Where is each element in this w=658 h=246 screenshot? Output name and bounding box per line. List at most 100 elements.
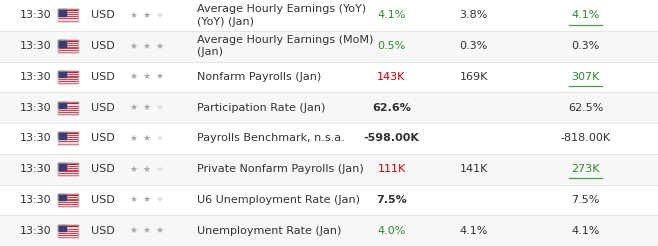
Bar: [58, 225, 78, 237]
Bar: [58, 172, 78, 173]
Text: 13:30: 13:30: [20, 41, 51, 51]
Text: USD: USD: [91, 133, 114, 143]
Text: -598.00K: -598.00K: [364, 133, 419, 143]
Bar: [58, 18, 78, 19]
Text: Participation Rate (Jan): Participation Rate (Jan): [197, 103, 326, 113]
Bar: [58, 198, 78, 199]
Bar: [58, 82, 78, 83]
Text: 13:30: 13:30: [20, 72, 51, 82]
Text: 13:30: 13:30: [20, 103, 51, 113]
Bar: [58, 102, 78, 103]
Bar: [58, 13, 78, 14]
Text: 62.5%: 62.5%: [568, 103, 603, 113]
Bar: [58, 197, 78, 198]
Text: 4.0%: 4.0%: [377, 226, 406, 236]
Text: ★: ★: [129, 226, 137, 235]
Bar: [58, 203, 78, 204]
Bar: [58, 106, 78, 107]
Text: 4.1%: 4.1%: [377, 10, 406, 20]
Text: 13:30: 13:30: [20, 164, 51, 174]
Text: Private Nonfarm Payrolls (Jan): Private Nonfarm Payrolls (Jan): [197, 164, 364, 174]
Text: ★: ★: [129, 11, 137, 20]
Bar: [58, 135, 78, 136]
Bar: [58, 137, 78, 138]
Bar: [58, 205, 78, 206]
Bar: [58, 78, 78, 79]
Bar: [58, 16, 78, 17]
Bar: [58, 232, 78, 233]
Bar: [58, 194, 78, 206]
Bar: [58, 104, 78, 105]
Bar: [58, 143, 78, 144]
Text: ★: ★: [129, 134, 137, 143]
Text: 4.1%: 4.1%: [459, 226, 488, 236]
Bar: [58, 41, 78, 42]
Bar: [58, 15, 78, 16]
Text: ★: ★: [129, 42, 137, 51]
Bar: [58, 133, 78, 134]
Text: 13:30: 13:30: [20, 226, 51, 236]
Text: ★: ★: [155, 134, 163, 143]
Text: ★: ★: [155, 226, 163, 235]
Bar: [58, 46, 78, 47]
Bar: [58, 227, 78, 228]
Text: ★: ★: [155, 165, 163, 174]
Bar: [58, 230, 78, 231]
Text: 13:30: 13:30: [20, 10, 51, 20]
Text: Payrolls Benchmark, n.s.a.: Payrolls Benchmark, n.s.a.: [197, 133, 345, 143]
Text: 7.5%: 7.5%: [376, 195, 407, 205]
Bar: [58, 48, 78, 49]
Bar: [58, 50, 78, 51]
Bar: [0, 92, 658, 123]
Text: ★: ★: [142, 11, 150, 20]
Bar: [58, 167, 78, 168]
Bar: [58, 164, 78, 165]
Bar: [58, 132, 78, 133]
Bar: [58, 170, 78, 171]
Bar: [58, 76, 78, 77]
Text: USD: USD: [91, 103, 114, 113]
Bar: [58, 234, 78, 235]
Bar: [58, 201, 78, 202]
Text: USD: USD: [91, 10, 114, 20]
Bar: [58, 73, 78, 74]
Text: USD: USD: [91, 226, 114, 236]
Bar: [58, 47, 78, 48]
Bar: [58, 43, 78, 44]
Text: USD: USD: [91, 72, 114, 82]
Text: Unemployment Rate (Jan): Unemployment Rate (Jan): [197, 226, 342, 236]
Bar: [58, 45, 78, 46]
Bar: [58, 111, 78, 112]
Bar: [58, 42, 78, 43]
Text: Average Hourly Earnings (YoY)
(YoY) (Jan): Average Hourly Earnings (YoY) (YoY) (Jan…: [197, 4, 367, 27]
Bar: [58, 134, 78, 135]
Bar: [58, 44, 78, 45]
Text: ★: ★: [129, 72, 137, 81]
Bar: [58, 80, 78, 81]
Bar: [58, 40, 78, 41]
Bar: [58, 132, 78, 144]
Bar: [58, 19, 78, 20]
Bar: [0, 123, 658, 154]
Text: 13:30: 13:30: [20, 195, 51, 205]
Text: 0.3%: 0.3%: [460, 41, 488, 51]
Bar: [58, 12, 78, 13]
Bar: [58, 74, 78, 75]
Bar: [58, 202, 78, 203]
Text: ★: ★: [142, 165, 150, 174]
Text: 143K: 143K: [377, 72, 406, 82]
Bar: [58, 168, 78, 169]
Bar: [58, 225, 78, 226]
Bar: [58, 17, 78, 18]
Bar: [58, 9, 66, 16]
Bar: [58, 103, 78, 104]
Bar: [58, 102, 66, 108]
Bar: [58, 71, 66, 77]
Bar: [0, 184, 658, 215]
Bar: [58, 194, 66, 200]
Bar: [58, 231, 78, 232]
Bar: [58, 225, 66, 231]
Text: Nonfarm Payrolls (Jan): Nonfarm Payrolls (Jan): [197, 72, 322, 82]
Bar: [58, 20, 78, 21]
Text: USD: USD: [91, 195, 114, 205]
